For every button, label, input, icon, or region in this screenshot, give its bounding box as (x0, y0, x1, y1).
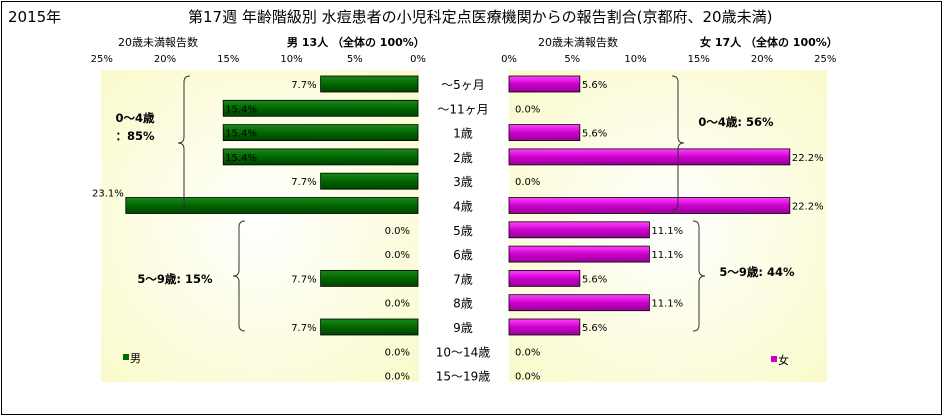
male-5to9-annotation: 5～9歳: 15% (137, 272, 213, 286)
bars (125, 75, 791, 336)
female-value-label: 5.6% (582, 274, 607, 285)
male-tick-label: 15% (217, 54, 239, 65)
male-bar (222, 124, 419, 141)
female-5to9-annotation: 5～9歳: 44% (719, 265, 795, 279)
male-value-label: 0.0% (385, 347, 410, 358)
category-label: 10～14歳 (436, 345, 491, 359)
male-panel-header: 男 13人 （全体の 100%） (287, 35, 425, 49)
female-axis-label: 20歳未満報告数 (538, 36, 618, 49)
male-value-label: 15.4% (225, 153, 257, 164)
female-bar (508, 269, 581, 287)
female-bar (508, 245, 650, 263)
male-value-label: 0.0% (385, 372, 410, 383)
male-tick-label: 20% (154, 54, 176, 65)
female-bar (508, 294, 650, 312)
female-value-label: 22.2% (792, 202, 824, 213)
category-label: 1歳 (453, 127, 473, 141)
male-value-label: 7.7% (291, 323, 316, 334)
female-tick-label: 5% (564, 54, 580, 65)
female-tick-label: 20% (751, 54, 773, 65)
male-0to4-annotation: 0～4歳 (115, 111, 155, 125)
group-bracket (671, 75, 685, 211)
female-value-label: 11.1% (651, 299, 683, 310)
female-bar (508, 318, 581, 336)
male-bar (320, 172, 419, 190)
female-bar (508, 197, 791, 214)
female-bar (508, 148, 791, 166)
male-bar (222, 99, 419, 117)
male-bar (320, 318, 419, 336)
male-value-label: 15.4% (225, 104, 257, 115)
male-legend-swatch (123, 354, 129, 360)
male-0to4-annotation: ：85% (115, 129, 155, 143)
female-tick-label: 25% (814, 54, 836, 65)
male-bar (222, 148, 419, 166)
female-value-label: 0.0% (515, 104, 540, 115)
male-value-label: 23.1% (92, 189, 124, 200)
female-value-label: 5.6% (582, 80, 607, 91)
female-0to4-annotation: 0～4歳: 56% (698, 115, 774, 129)
axis-ticks: 25% 20% 15% 10% 5% 0% 0% 5% 10% 15% 20% 25% (91, 54, 837, 65)
male-bar (125, 197, 419, 214)
female-value-label: 5.6% (582, 323, 607, 334)
female-value-label: 11.1% (651, 226, 683, 237)
male-value-label: 15.4% (225, 129, 257, 140)
category-label: 6歳 (453, 248, 473, 262)
male-legend-label: 男 (130, 352, 141, 365)
male-value-label: 0.0% (385, 226, 410, 237)
male-value-label: 0.0% (385, 299, 410, 310)
category-label: 3歳 (453, 175, 473, 189)
category-label: 8歳 (453, 297, 473, 311)
female-value-label: 5.6% (582, 129, 607, 140)
male-bar (320, 75, 419, 93)
female-tick-label: 10% (624, 54, 646, 65)
group-bracket (232, 220, 246, 332)
male-tick-label: 5% (347, 54, 363, 65)
female-tick-label: 0% (501, 54, 517, 65)
category-label: 15～19歳 (436, 370, 491, 384)
female-value-label: 22.2% (792, 153, 824, 164)
female-value-label: 11.1% (651, 250, 683, 261)
female-bar (508, 124, 581, 141)
female-value-label: 0.0% (515, 177, 540, 188)
female-panel-header: 女 17人 （全体の 100%） (700, 35, 838, 49)
male-value-label: 7.7% (291, 177, 316, 188)
value-labels: 7.7% 15.4% 15.4% 15.4% 7.7% 23.1% 0.0% 0.0% 7.7%… (92, 80, 824, 383)
male-value-label: 7.7% (291, 80, 316, 91)
group-bracket (177, 75, 191, 211)
male-value-label: 7.7% (291, 274, 316, 285)
category-labels: ～5ヶ月 ～11ヶ月 1歳 2歳 3歳 4歳 5歳 6歳 7歳 8歳 9歳 10～14歳 15～19歳 (436, 78, 491, 384)
group-bracket (692, 220, 706, 332)
female-value-label: 0.0% (515, 347, 540, 358)
category-label: ～11ヶ月 (437, 102, 488, 116)
female-legend-label: 女 (778, 353, 789, 367)
male-value-label: 0.0% (385, 250, 410, 261)
group-annotations: 0～4歳 ：85% 5～9歳: 15% 0～4歳: 56% 5～9歳: 44% (115, 75, 795, 332)
female-bar (508, 75, 581, 93)
year-label: 2015年 (8, 8, 61, 26)
male-tick-label: 0% (410, 54, 426, 65)
category-label: 5歳 (453, 224, 473, 238)
female-tick-label: 15% (688, 54, 710, 65)
chart-title: 第17週 年齢階級別 水痘患者の小児科定点医療機関からの報告割合(京都府、20歳… (188, 8, 772, 26)
female-value-label: 0.0% (515, 372, 540, 383)
category-label: 9歳 (453, 321, 473, 335)
female-bar (508, 221, 650, 239)
male-bar (320, 269, 419, 287)
category-label: ～5ヶ月 (441, 78, 485, 92)
male-tick-label: 25% (91, 54, 113, 65)
category-label: 2歳 (453, 151, 473, 165)
category-label: 7歳 (453, 272, 473, 286)
category-label: 4歳 (453, 200, 473, 214)
male-tick-label: 10% (280, 54, 302, 65)
female-legend-swatch (771, 356, 777, 362)
male-axis-label: 20歳未満報告数 (118, 36, 198, 49)
